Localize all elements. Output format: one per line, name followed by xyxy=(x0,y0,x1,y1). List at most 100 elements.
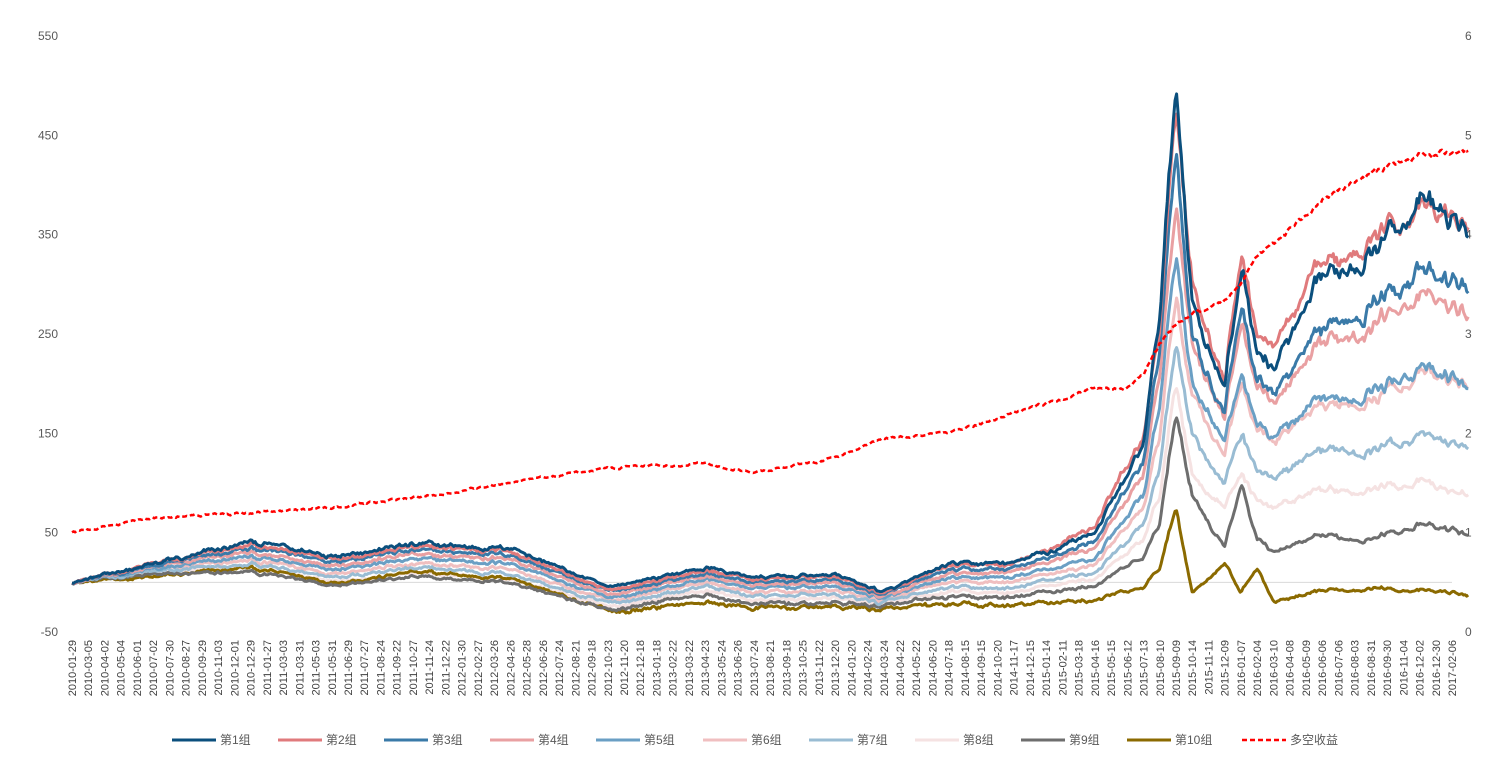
x-tick-label: 2012-03-26 xyxy=(489,640,501,696)
y-tick-label-right: 1 xyxy=(1465,526,1472,540)
x-tick-label: 2016-04-08 xyxy=(1285,640,1297,696)
legend-label: 第10组 xyxy=(1175,733,1212,747)
y-tick-label-left: -50 xyxy=(41,625,59,639)
x-tick-label: 2012-04-26 xyxy=(505,640,517,696)
y-tick-label-left: 350 xyxy=(38,228,58,242)
y-axis-right: 0 1 2 3 4 5 6 xyxy=(1465,29,1472,639)
x-tick-label: 2010-04-02 xyxy=(99,640,111,696)
legend-label: 第5组 xyxy=(644,733,675,747)
x-tick-label: 2015-02-11 xyxy=(1057,640,1069,695)
series-line-7 xyxy=(71,346,1470,607)
x-tick-label: 2011-10-27 xyxy=(408,640,420,695)
x-tick-label: 2012-10-23 xyxy=(603,640,615,696)
x-tick-label: 2012-09-18 xyxy=(587,640,599,696)
x-tick-label: 2014-08-15 xyxy=(960,640,972,696)
x-tick-label: 2014-01-20 xyxy=(846,640,858,696)
legend-label: 第2组 xyxy=(326,733,357,747)
y-tick-label-right: 2 xyxy=(1465,426,1472,440)
x-tick-label: 2016-07-06 xyxy=(1333,640,1345,696)
series-line-11 xyxy=(71,148,1469,534)
series-line-1 xyxy=(71,92,1470,594)
x-tick-label: 2013-04-23 xyxy=(700,640,712,696)
x-tick-label: 2012-06-26 xyxy=(538,640,550,696)
legend-label: 第4组 xyxy=(538,733,569,747)
x-tick-label: 2014-09-15 xyxy=(976,640,988,696)
x-tick-label: 2013-09-18 xyxy=(781,640,793,696)
x-tick-label: 2017-02-06 xyxy=(1447,640,1459,696)
series-line-3 xyxy=(71,152,1470,597)
y-tick-label-right: 4 xyxy=(1465,228,1472,242)
legend: 第1组 第2组 第3组 第4组 第5组 第6组 第7组 第8组 第9组 第10组 多空收益 xyxy=(172,733,1338,747)
x-tick-label: 2016-01-07 xyxy=(1236,640,1248,696)
x-tick-label: 2013-10-25 xyxy=(798,640,810,696)
x-tick-label: 2011-05-03 xyxy=(311,640,323,695)
x-tick-label: 2011-05-31 xyxy=(327,640,339,695)
x-tick-label: 2013-07-24 xyxy=(749,640,761,696)
x-tick-label: 2014-03-24 xyxy=(879,640,891,696)
x-tick-label: 2012-08-21 xyxy=(570,640,582,696)
x-tick-label: 2013-11-22 xyxy=(814,640,826,695)
x-tick-label: 2010-11-03 xyxy=(213,640,225,695)
y-tick-label-right: 3 xyxy=(1465,327,1472,341)
x-tick-label: 2010-06-01 xyxy=(132,640,144,696)
x-tick-label: 2011-08-24 xyxy=(375,640,387,695)
legend-label: 第7组 xyxy=(857,733,888,747)
x-tick-label: 2010-05-04 xyxy=(116,640,128,696)
x-tick-label: 2015-05-15 xyxy=(1106,640,1118,696)
x-tick-label: 2016-08-03 xyxy=(1350,640,1362,696)
x-tick-label: 2011-03-03 xyxy=(278,640,290,695)
legend-label: 第6组 xyxy=(751,733,782,747)
legend-label: 第9组 xyxy=(1069,733,1100,747)
x-tick-label: 2015-06-12 xyxy=(1122,640,1134,696)
x-tick-label: 2013-05-24 xyxy=(716,640,728,696)
x-tick-label: 2010-01-29 xyxy=(67,640,79,696)
x-tick-label: 2010-12-01 xyxy=(229,640,241,696)
y-tick-label-right: 6 xyxy=(1465,29,1472,43)
series-layer xyxy=(71,92,1470,615)
series-line-10 xyxy=(71,509,1470,615)
x-tick-label: 2012-02-27 xyxy=(473,640,485,696)
x-tick-label: 2011-03-31 xyxy=(294,640,306,695)
x-tick-label: 2014-02-24 xyxy=(863,640,875,696)
series-line-6 xyxy=(71,296,1470,604)
x-tick-label: 2014-05-22 xyxy=(911,640,923,696)
y-tick-label-left: 250 xyxy=(38,327,58,341)
x-tick-label: 2010-09-29 xyxy=(197,640,209,696)
x-tick-label: 2011-01-27 xyxy=(262,640,274,695)
legend-label: 第1组 xyxy=(220,733,251,747)
x-tick-label: 2016-03-10 xyxy=(1268,640,1280,696)
y-tick-label-left: 50 xyxy=(45,526,59,540)
x-tick-label: 2016-02-04 xyxy=(1252,640,1264,696)
x-tick-label: 2012-07-24 xyxy=(554,640,566,696)
x-tick-label: 2013-02-22 xyxy=(668,640,680,696)
legend-label: 第3组 xyxy=(432,733,463,747)
x-axis: 2010-01-29 2010-03-05 2010-04-02 2010-05-04… xyxy=(67,640,1459,696)
x-tick-label: 2016-12-02 xyxy=(1415,640,1427,696)
x-tick-label: 2015-11-11 xyxy=(1203,640,1215,695)
x-tick-label: 2015-03-18 xyxy=(1074,640,1086,696)
y-tick-label-left: 550 xyxy=(38,29,58,43)
legend-label: 第8组 xyxy=(963,733,994,747)
x-tick-label: 2015-04-16 xyxy=(1090,640,1102,696)
x-tick-label: 2010-07-02 xyxy=(148,640,160,696)
x-tick-label: 2011-09-22 xyxy=(392,640,404,695)
series-line-5 xyxy=(71,257,1469,601)
x-tick-label: 2014-07-18 xyxy=(944,640,956,696)
x-tick-label: 2016-05-09 xyxy=(1301,640,1313,696)
y-axis-left: -50 50 150 250 350 450 550 xyxy=(38,29,58,639)
x-tick-label: 2013-06-26 xyxy=(733,640,745,696)
x-tick-label: 2016-08-31 xyxy=(1366,640,1378,696)
x-tick-label: 2012-11-20 xyxy=(619,640,631,695)
x-tick-label: 2015-01-14 xyxy=(1041,640,1053,696)
series-line-9 xyxy=(71,416,1469,613)
x-tick-label: 2015-10-14 xyxy=(1187,640,1199,696)
x-tick-label: 2012-05-28 xyxy=(522,640,534,696)
legend-label: 多空收益 xyxy=(1290,733,1338,747)
x-tick-label: 2011-12-22 xyxy=(440,640,452,695)
x-tick-label: 2011-06-29 xyxy=(343,640,355,695)
x-tick-label: 2014-10-20 xyxy=(992,640,1004,696)
x-tick-label: 2012-01-30 xyxy=(457,640,469,696)
x-tick-label: 2013-12-20 xyxy=(830,640,842,696)
y-tick-label-right: 0 xyxy=(1465,625,1472,639)
